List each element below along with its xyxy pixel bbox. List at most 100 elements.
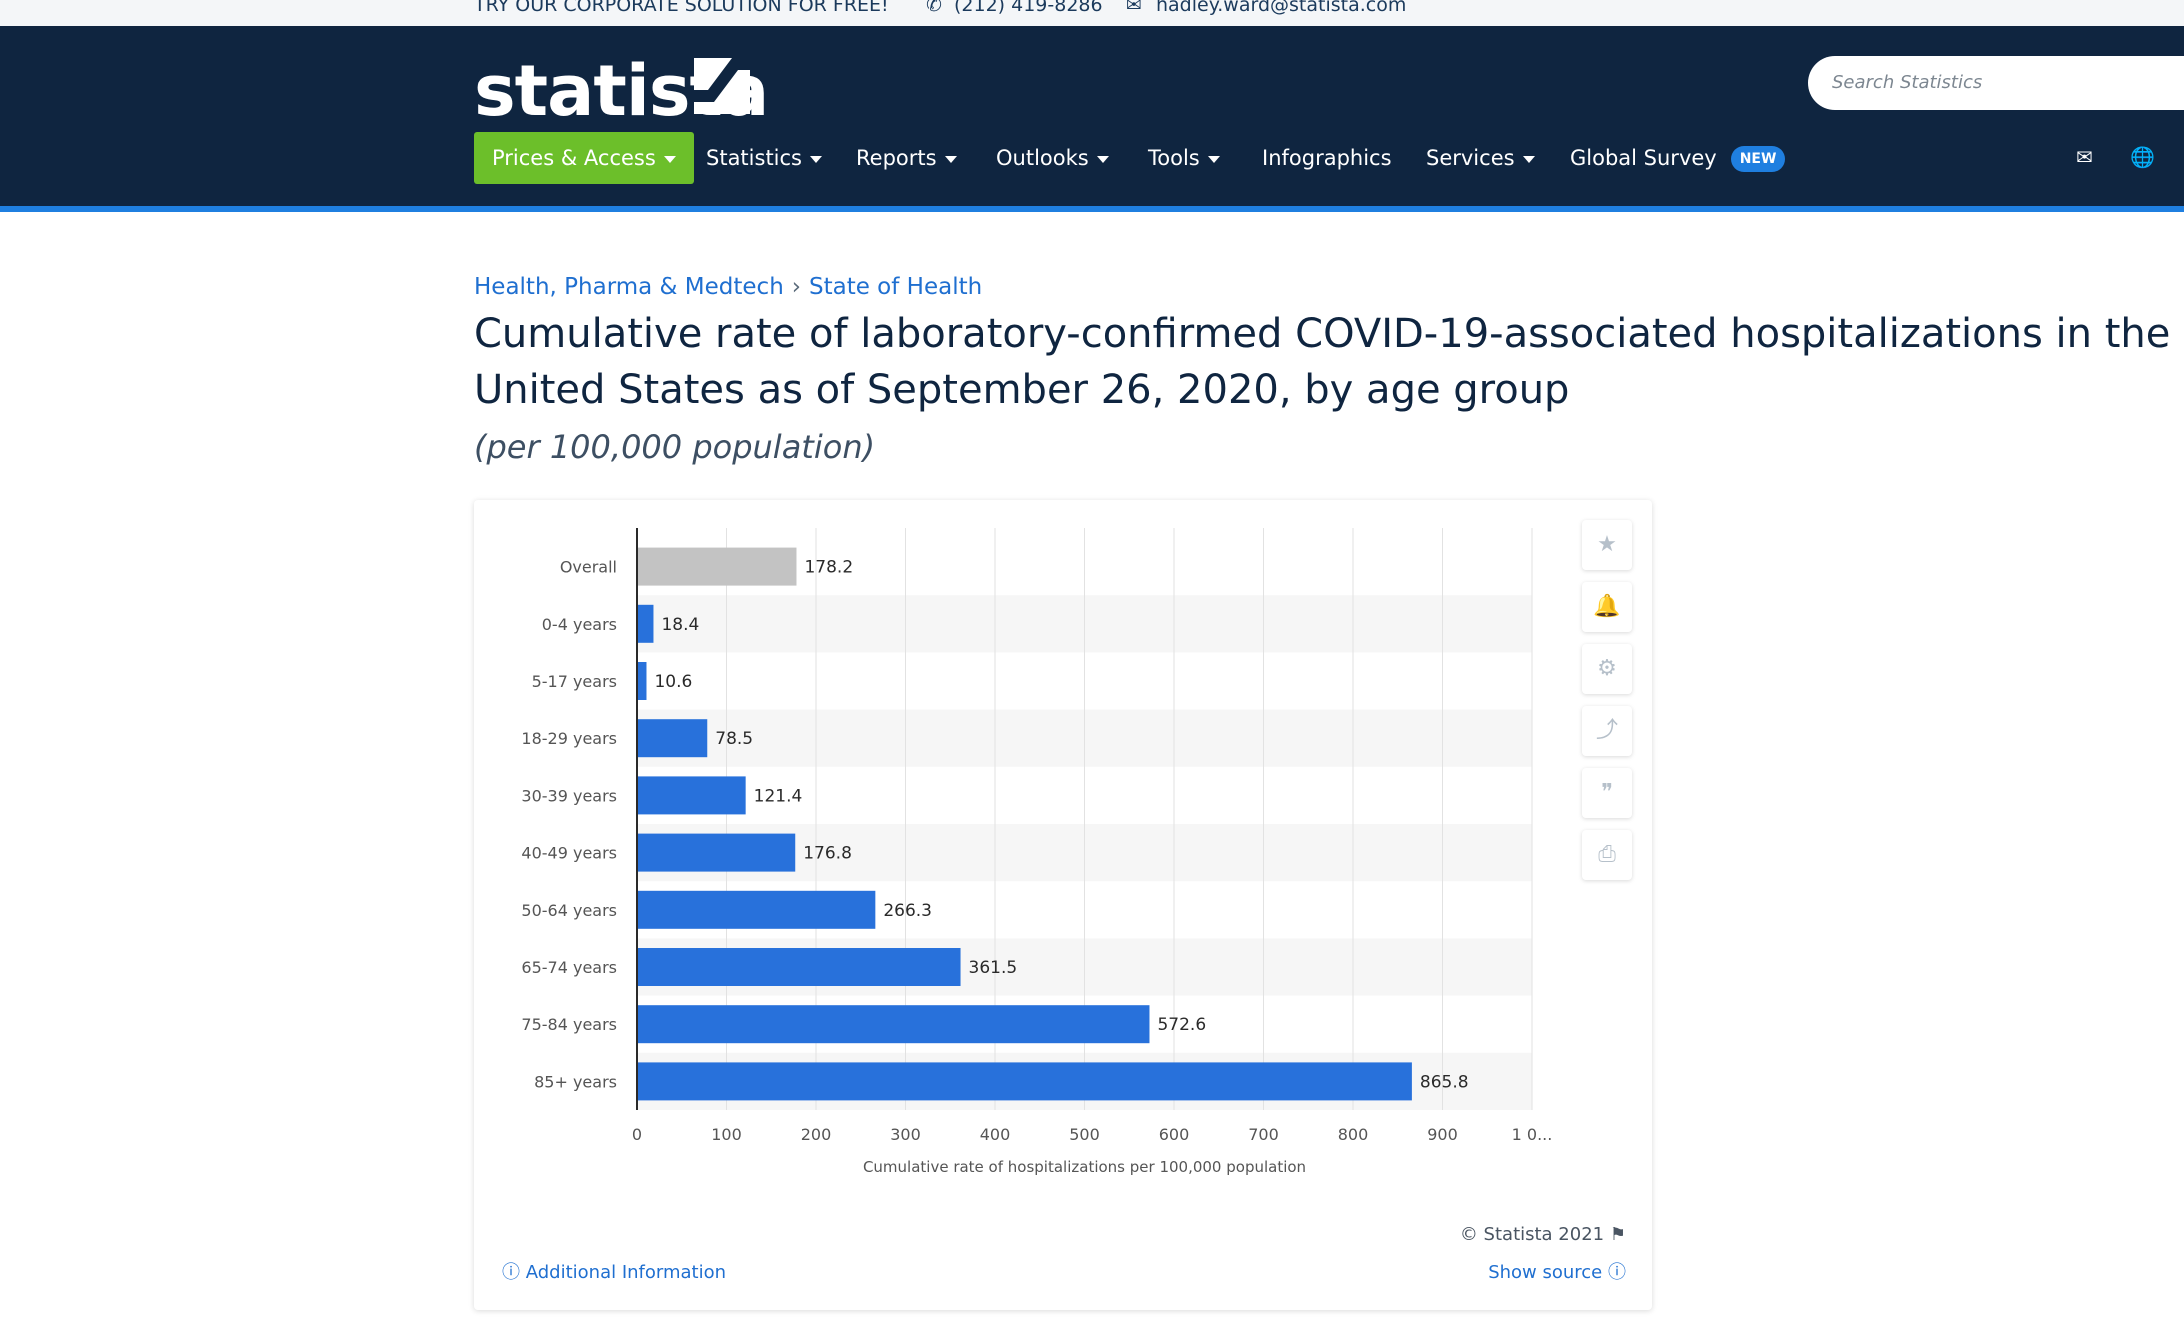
breadcrumb-item[interactable]: State of Health [808, 274, 983, 300]
x-tick-label: 600 [1159, 1125, 1190, 1144]
bar-value-label: 10.6 [654, 672, 692, 692]
bar-chart: 178.2 Overall 18.4 0-4 years 10.6 5-17 years 7… [521, 528, 1553, 1176]
nav-services[interactable]: Services [1426, 132, 1535, 184]
search-placeholder: Search Statistics [1832, 72, 1983, 93]
bar [637, 890, 876, 929]
statista-logo-mark-icon[interactable] [694, 58, 750, 114]
main-header [0, 26, 2184, 206]
info-icon: ⓘ [1608, 1262, 1626, 1283]
nav-label: Services [1426, 146, 1515, 170]
flag-icon[interactable]: ⚑ [1609, 1224, 1626, 1245]
page-subtitle: (per 100,000 population) [474, 428, 876, 466]
category-label: 75-84 years [521, 1015, 617, 1034]
x-tick-label: 1 0... [1512, 1125, 1553, 1144]
category-label: 30-39 years [521, 786, 617, 805]
bar [637, 547, 797, 586]
bar [637, 604, 654, 643]
bar [637, 776, 746, 815]
globe-icon[interactable]: 🌐 [2130, 145, 2155, 169]
bar [637, 719, 708, 758]
additional-information-link[interactable]: ⓘ Additional Information [502, 1258, 726, 1284]
additional-info-label: Additional Information [525, 1262, 727, 1283]
x-tick-label: 900 [1427, 1125, 1458, 1144]
x-tick-label: 100 [711, 1125, 742, 1144]
chevron-down-icon [1096, 155, 1109, 163]
chart-card: 178.2 Overall 18.4 0-4 years 10.6 5-17 years 7… [474, 500, 1652, 1310]
bar [637, 1062, 1412, 1101]
quote-icon[interactable]: ❞ [1582, 768, 1632, 818]
bar-value-label: 18.4 [661, 615, 699, 635]
bar [637, 948, 961, 986]
category-label: 40-49 years [521, 844, 617, 863]
bar-value-label: 266.3 [883, 901, 932, 921]
x-tick-label: 300 [890, 1125, 921, 1144]
nav-statistics[interactable]: Statistics [706, 132, 822, 184]
top-info-bar: TRY OUR CORPORATE SOLUTION FOR FREE! ✆ (… [0, 0, 2184, 26]
nav-label: Infographics [1262, 146, 1392, 170]
nav-tools[interactable]: Tools [1148, 132, 1220, 184]
x-tick-label: 0 [632, 1125, 642, 1144]
chevron-right-icon: › [791, 274, 801, 300]
bar [637, 833, 796, 872]
bar-value-label: 361.5 [969, 958, 1018, 978]
chevron-down-icon [1522, 155, 1535, 163]
nav-infographics[interactable]: Infographics [1262, 132, 1392, 184]
star-icon[interactable]: ★ [1582, 520, 1632, 570]
category-label: 50-64 years [521, 901, 617, 920]
bar-value-label: 572.6 [1157, 1015, 1206, 1035]
header-accent-line [0, 206, 2184, 212]
mail-icon[interactable]: ✉ [2076, 145, 2093, 169]
breadcrumb: Health, Pharma & Medtech › State of Health [474, 274, 982, 300]
bar [637, 662, 647, 700]
chevron-down-icon [663, 155, 676, 163]
nav-label: Prices & Access [492, 146, 656, 170]
bar-value-label: 865.8 [1420, 1072, 1469, 1092]
info-icon: ⓘ [502, 1262, 520, 1283]
nav-outlooks[interactable]: Outlooks [996, 132, 1109, 184]
x-tick-label: 400 [980, 1125, 1011, 1144]
x-tick-label: 800 [1338, 1125, 1369, 1144]
phone-number[interactable]: (212) 419-8286 [954, 0, 1103, 16]
chevron-down-icon [810, 155, 822, 163]
category-label: 5-17 years [532, 672, 617, 691]
bar-value-label: 176.8 [803, 844, 852, 864]
nav-label: Outlooks [996, 146, 1089, 170]
phone-icon: ✆ [926, 0, 942, 16]
new-badge: NEW [1730, 146, 1786, 172]
show-source-label: Show source [1488, 1262, 1603, 1283]
bar-value-label: 178.2 [804, 558, 853, 578]
breadcrumb-item[interactable]: Health, Pharma & Medtech [474, 274, 784, 300]
share-icon[interactable]: ⤴ [1582, 706, 1632, 756]
bell-icon[interactable]: 🔔 [1582, 582, 1632, 632]
nav-label: Tools [1148, 146, 1200, 170]
x-tick-label: 500 [1069, 1125, 1100, 1144]
nav-prices-access[interactable]: Prices & Access [474, 132, 694, 184]
search-input[interactable]: Search Statistics [1808, 56, 2184, 110]
category-label: Overall [560, 558, 617, 577]
nav-label: Reports [856, 146, 937, 170]
nav-label: Global Survey [1570, 146, 1717, 170]
chevron-down-icon [1207, 155, 1220, 163]
category-label: 0-4 years [542, 615, 617, 634]
category-label: 18-29 years [521, 729, 617, 748]
category-label: 85+ years [534, 1072, 617, 1091]
chevron-down-icon [944, 155, 957, 163]
gear-icon[interactable]: ⚙ [1582, 644, 1632, 694]
category-label: 65-74 years [521, 958, 617, 977]
copyright-text: © Statista 2021 [1459, 1224, 1605, 1245]
nav-reports[interactable]: Reports [856, 132, 957, 184]
bar-value-label: 121.4 [754, 786, 803, 806]
bar [637, 1005, 1150, 1044]
show-source-link[interactable]: Show source ⓘ [1488, 1258, 1626, 1284]
copyright-note: © Statista 2021 ⚑ [1460, 1224, 1626, 1245]
x-axis-title: Cumulative rate of hospitalizations per … [863, 1158, 1306, 1176]
nav-global-survey[interactable]: Global Survey NEW [1570, 132, 1786, 184]
page-title: Cumulative rate of laboratory-confirmed … [474, 311, 2171, 413]
x-tick-label: 200 [801, 1125, 832, 1144]
print-icon[interactable]: ⎙ [1582, 830, 1632, 880]
nav-label: Statistics [706, 146, 802, 170]
bar-value-label: 78.5 [715, 729, 753, 749]
mail-icon: ✉ [1126, 0, 1142, 16]
promo-link[interactable]: TRY OUR CORPORATE SOLUTION FOR FREE! [474, 0, 889, 16]
user-email[interactable]: hadley.ward@statista.com [1156, 0, 1407, 16]
